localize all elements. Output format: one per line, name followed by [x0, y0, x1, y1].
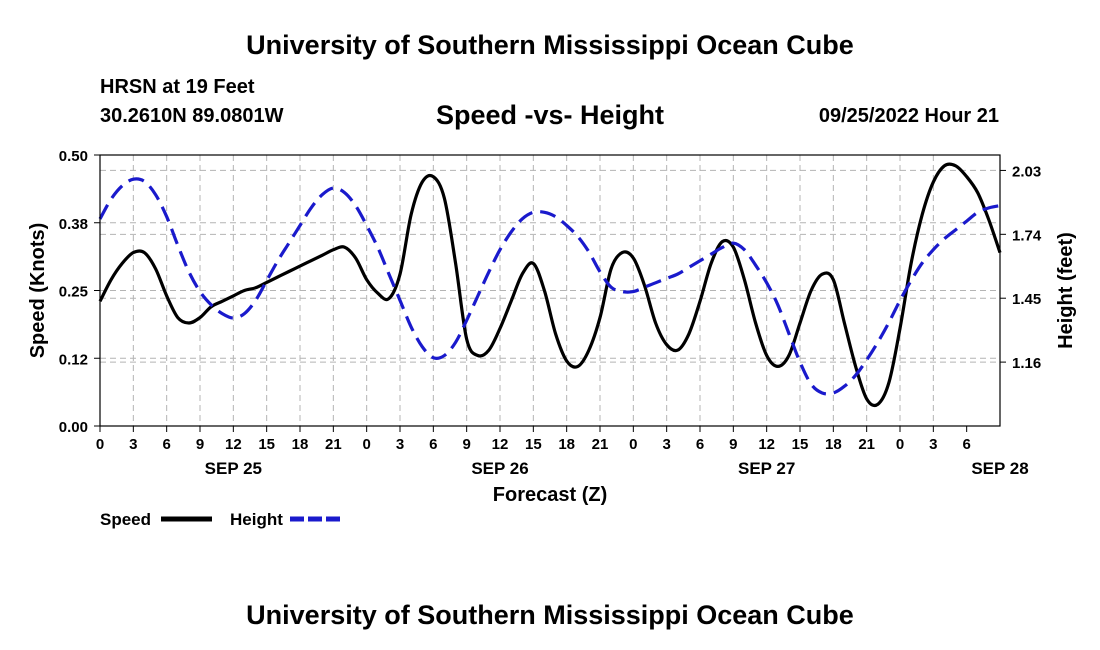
y-left-tick-label: 0.12 [59, 351, 88, 368]
y-left-tick-label: 0.00 [59, 419, 88, 436]
x-tick-label: 18 [558, 436, 575, 453]
x-tick-label: 6 [162, 436, 170, 453]
y-right-tick-label: 1.45 [1012, 291, 1041, 308]
x-tick-label: 18 [825, 436, 842, 453]
date-label: SEP 28 [971, 459, 1028, 478]
x-tick-label: 6 [962, 436, 970, 453]
legend: Speed Height [100, 510, 342, 529]
x-tick-label: 3 [129, 436, 137, 453]
series-layer [98, 162, 1002, 408]
y-left-tick-label: 0.38 [59, 216, 88, 233]
speed-height-chart: 0 3 6 9 12 15 18 21 0 3 6 9 12 15 18 21 0 3 6 9 12 15 18 21 0 3 6S… [27, 148, 1077, 529]
grid [100, 154, 1000, 427]
datetime-label: 09/25/2022 Hour 21 [818, 105, 999, 127]
y-right-tick-label: 2.03 [1012, 163, 1041, 180]
y-right-tick-label: 1.16 [1012, 355, 1041, 372]
legend-label-speed: Speed [100, 510, 151, 529]
x-tick-label: 9 [196, 436, 204, 453]
x-tick-label: 12 [492, 436, 509, 453]
x-tick-label: 3 [396, 436, 404, 453]
y-axis-right-label: Height (feet) [1055, 232, 1077, 349]
coordinates-label: 30.2610N 89.0801W [100, 105, 284, 127]
x-tick-label: 3 [662, 436, 670, 453]
legend-label-height: Height [230, 510, 283, 529]
date-label: SEP 26 [471, 459, 528, 478]
axes: 0 3 6 9 12 15 18 21 0 3 6 9 12 15 18 21 0 3 6 9 12 15 18 21 0 3 6S… [59, 148, 1042, 478]
station-label: HRSN at 19 Feet [100, 76, 255, 98]
x-tick-label: 12 [225, 436, 242, 453]
series-line-height [98, 177, 1001, 396]
x-tick-label: 0 [362, 436, 370, 453]
y-right-tick-label: 1.74 [1012, 227, 1042, 244]
x-axis-label: Forecast (Z) [493, 484, 607, 506]
x-tick-label: 15 [258, 436, 275, 453]
x-tick-label: 18 [292, 436, 309, 453]
x-tick-label: 15 [792, 436, 809, 453]
x-tick-label: 9 [462, 436, 470, 453]
x-tick-label: 12 [758, 436, 775, 453]
x-tick-label: 9 [729, 436, 737, 453]
footer-title: University of Southern Mississippi Ocean… [246, 600, 854, 630]
date-label: SEP 25 [205, 459, 262, 478]
x-tick-label: 0 [96, 436, 104, 453]
date-label: SEP 27 [738, 459, 795, 478]
x-tick-label: 21 [858, 436, 875, 453]
y-left-tick-label: 0.50 [59, 148, 88, 165]
x-tick-label: 3 [929, 436, 937, 453]
x-tick-label: 0 [896, 436, 904, 453]
series-line-speed [98, 162, 1002, 408]
x-tick-label: 6 [696, 436, 704, 453]
y-left-tick-label: 0.25 [59, 284, 88, 301]
main-title: University of Southern Mississippi Ocean… [246, 30, 854, 60]
x-tick-label: 0 [629, 436, 637, 453]
x-tick-label: 21 [325, 436, 342, 453]
x-tick-label: 21 [592, 436, 609, 453]
y-axis-left-label: Speed (Knots) [27, 223, 49, 359]
x-tick-label: 15 [525, 436, 542, 453]
chart-title: Speed -vs- Height [435, 100, 665, 130]
x-tick-label: 6 [429, 436, 437, 453]
